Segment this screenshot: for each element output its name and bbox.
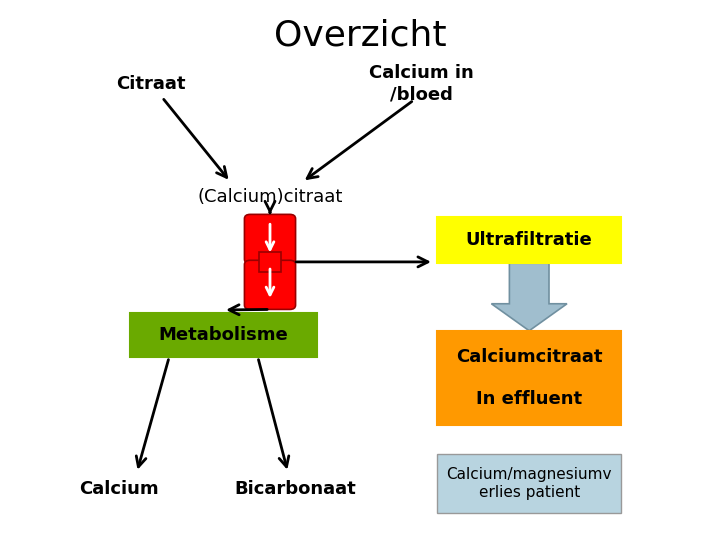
- Text: Calcium: Calcium: [79, 480, 158, 498]
- FancyBboxPatch shape: [244, 214, 296, 264]
- FancyBboxPatch shape: [259, 252, 281, 272]
- FancyBboxPatch shape: [438, 217, 621, 263]
- FancyBboxPatch shape: [438, 330, 621, 426]
- Text: Ultrafiltratie: Ultrafiltratie: [466, 231, 593, 249]
- Text: Calcium/magnesiumv
erlies patient: Calcium/magnesiumv erlies patient: [446, 467, 612, 500]
- Text: (Calcium)citraat: (Calcium)citraat: [197, 188, 343, 206]
- Text: Citraat: Citraat: [117, 75, 186, 93]
- Text: Metabolisme: Metabolisme: [158, 326, 288, 344]
- Text: Overzicht: Overzicht: [274, 19, 446, 53]
- Text: Calcium in
/bloed: Calcium in /bloed: [369, 64, 474, 103]
- Polygon shape: [491, 263, 567, 330]
- FancyBboxPatch shape: [244, 260, 296, 309]
- FancyBboxPatch shape: [438, 454, 621, 513]
- Text: Bicarbonaat: Bicarbonaat: [234, 480, 356, 498]
- Text: Calciumcitraat

In effluent: Calciumcitraat In effluent: [456, 348, 603, 408]
- FancyBboxPatch shape: [130, 313, 317, 357]
